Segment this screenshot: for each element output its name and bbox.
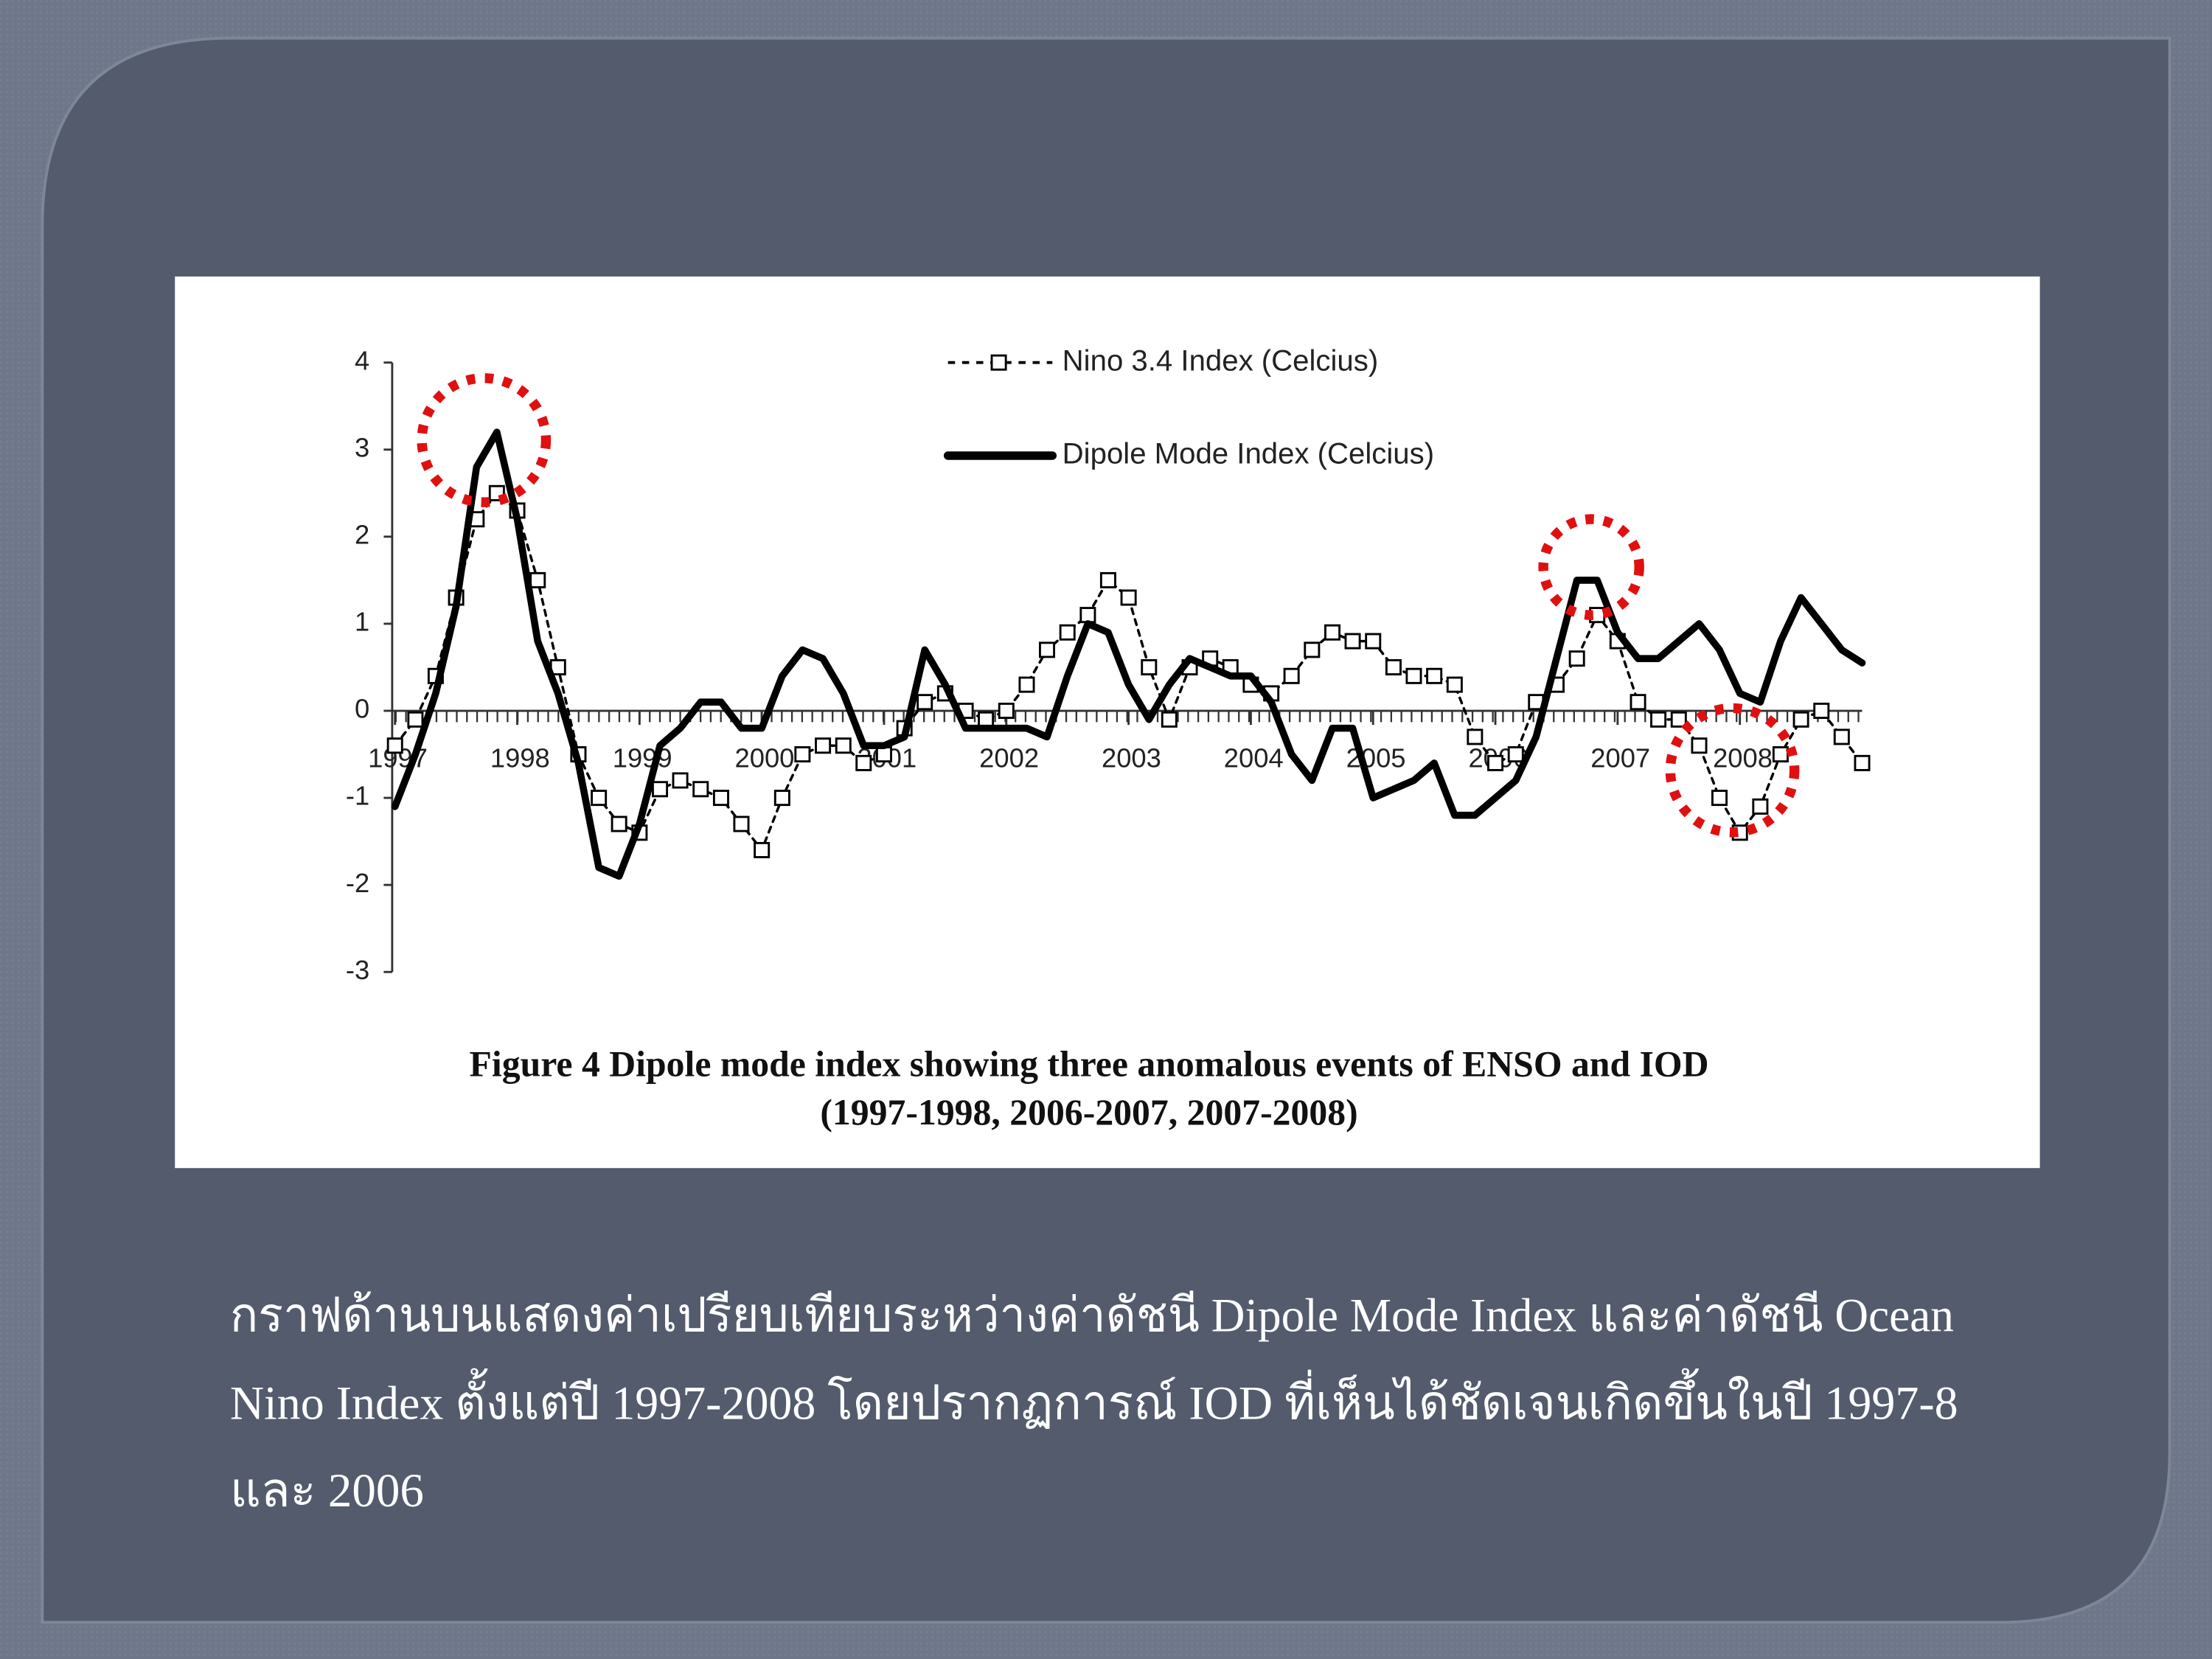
data-point <box>1099 571 1116 588</box>
data-point <box>1752 798 1769 815</box>
data-point <box>1507 746 1524 763</box>
data-point <box>1813 703 1830 720</box>
highlight-circle <box>1538 514 1644 620</box>
chart-image <box>175 276 2040 1169</box>
data-point <box>835 737 852 754</box>
data-point <box>754 841 771 858</box>
data-point <box>815 737 832 754</box>
x-tick-label: 2004 <box>1224 743 1284 773</box>
data-point <box>875 746 892 763</box>
plot-area: -3-2-10123419971998199920002001200220032… <box>346 344 1871 985</box>
data-point <box>1018 676 1035 693</box>
data-point <box>1039 641 1056 658</box>
data-point <box>733 815 750 832</box>
y-tick-label: 1 <box>355 607 369 637</box>
data-point <box>855 754 872 771</box>
legend-label: Dipole Mode Index (Celcius) <box>1062 437 1434 470</box>
x-tick-label: 2002 <box>979 743 1039 773</box>
body-text: Nino Index ตั้งแต่ปี 1997-2008 โดยปรากฏก… <box>230 1368 1958 1430</box>
data-point <box>1304 641 1321 658</box>
y-tick-label: -2 <box>346 868 369 898</box>
data-point <box>1324 624 1341 641</box>
data-point <box>794 746 811 763</box>
data-point <box>1487 754 1504 771</box>
y-tick-label: 3 <box>355 432 369 462</box>
data-point <box>692 781 709 798</box>
y-tick-label: -1 <box>346 781 369 811</box>
data-point <box>1446 676 1463 693</box>
data-point <box>773 790 790 807</box>
legend-marker <box>990 354 1007 371</box>
highlight-circle <box>417 373 552 507</box>
data-point <box>407 711 424 728</box>
data-point <box>712 790 729 807</box>
x-tick-label: 2003 <box>1102 743 1161 773</box>
data-point <box>1141 658 1158 675</box>
data-point <box>998 703 1015 720</box>
series-line <box>391 428 1866 880</box>
data-point <box>1365 633 1382 650</box>
x-tick-label: 2007 <box>1590 743 1650 773</box>
data-point <box>1568 650 1585 667</box>
data-point <box>1691 737 1708 754</box>
x-tick-label: 2000 <box>735 743 795 773</box>
data-point <box>1792 711 1809 728</box>
data-point <box>1059 624 1076 641</box>
data-point <box>1426 667 1443 684</box>
y-tick-label: 2 <box>355 519 369 549</box>
data-point <box>1385 658 1402 675</box>
data-point <box>1467 728 1484 745</box>
body-text: และ 2006 <box>230 1464 424 1517</box>
data-point <box>652 781 669 798</box>
data-point <box>1711 790 1728 807</box>
data-point <box>917 694 933 711</box>
data-point <box>1772 746 1789 763</box>
data-point <box>1670 711 1687 728</box>
data-point <box>978 711 995 728</box>
data-point <box>591 790 608 807</box>
legend-label: Nino 3.4 Index (Celcius) <box>1062 344 1379 377</box>
figure-caption: (1997-1998, 2006-2007, 2007-2008) <box>820 1092 1357 1133</box>
data-point <box>1120 589 1137 606</box>
data-point <box>1344 633 1361 650</box>
data-point <box>1405 667 1422 684</box>
data-point <box>611 815 627 832</box>
data-point <box>672 772 689 789</box>
data-point <box>1854 754 1871 771</box>
y-tick-label: 0 <box>355 694 369 724</box>
highlight-circle <box>1665 703 1800 838</box>
data-point <box>1630 694 1646 711</box>
figure-caption: Figure 4 Dipole mode index showing three… <box>470 1044 1709 1085</box>
x-tick-label: 2008 <box>1713 743 1773 773</box>
data-point <box>1079 607 1096 624</box>
body-text: กราฟด้านบนแสดงค่าเปรียบเทียบระหว่างค่าดั… <box>230 1290 1954 1343</box>
data-point <box>529 571 546 588</box>
data-point <box>1283 667 1300 684</box>
data-point <box>1161 711 1178 728</box>
y-tick-label: -3 <box>346 955 369 985</box>
data-point <box>1833 728 1850 745</box>
data-point <box>386 737 403 754</box>
x-tick-label: 1998 <box>490 743 550 773</box>
data-point <box>1650 711 1667 728</box>
y-tick-label: 4 <box>355 345 369 375</box>
